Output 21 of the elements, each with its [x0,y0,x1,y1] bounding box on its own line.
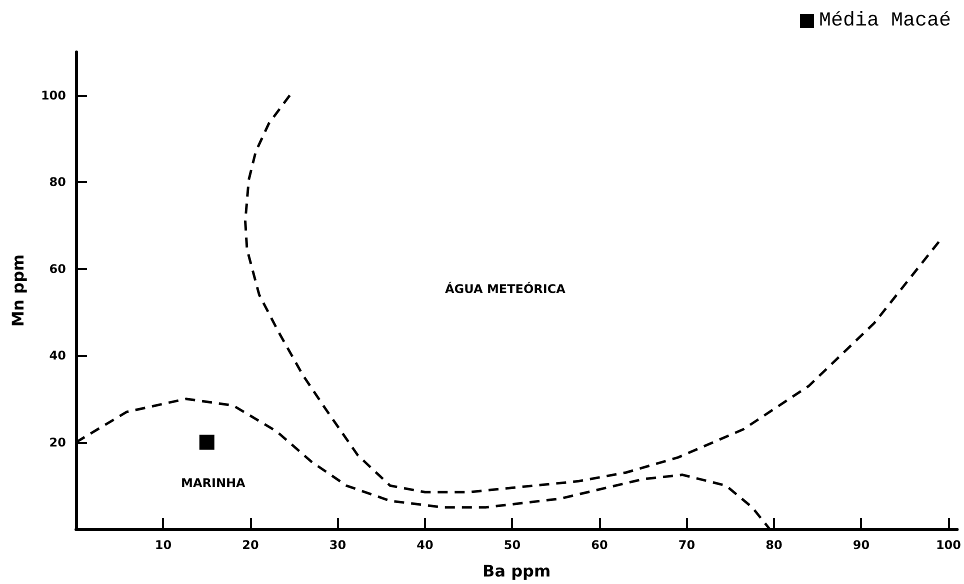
x-tick-label: 60 [591,538,608,552]
y-tick-label: 40 [49,348,66,363]
annotation: ÁGUA METEÓRICA [444,281,566,296]
legend-label: Média Macaé [818,10,952,32]
y-tick-label: 100 [40,88,66,102]
x-tick-label: 20 [242,538,259,552]
y-tick-label: 60 [49,262,66,276]
line-series [244,94,941,494]
annotation: MARINHA [181,476,246,490]
y-tick-label: 20 [49,435,66,450]
x-tick-label: 90 [852,538,870,552]
x-tick-label: 50 [504,538,521,552]
y-axis-title: Mn ppm [8,254,28,327]
x-tick-label: 100 [936,538,962,552]
x-tick-label: 40 [416,538,434,552]
y-tick-label: 80 [49,175,66,190]
x-axis-title: Ba ppm [482,562,551,580]
x-tick-label: 80 [766,538,782,552]
x-tick-label: 30 [329,538,346,552]
x-tick-label: 10 [154,538,172,552]
x-tick-label: 70 [678,538,696,552]
